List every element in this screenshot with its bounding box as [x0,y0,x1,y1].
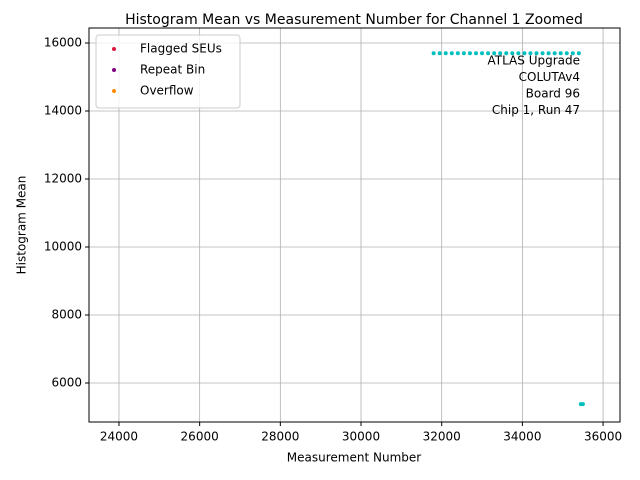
point [486,51,491,56]
point [504,51,509,56]
y-tick-label: 8000 [51,307,82,321]
x-tick-label: 24000 [100,430,138,444]
point [443,51,448,56]
y-tick-label: 16000 [44,35,82,49]
point [580,402,585,407]
y-tick-label: 12000 [44,171,82,185]
point [516,51,521,56]
legend-label: Flagged SEUs [140,42,222,56]
y-tick-label: 10000 [44,239,82,253]
x-tick-label: 30000 [342,430,380,444]
plot-frame [88,27,621,423]
point [431,51,436,56]
annotation: ATLAS Upgrade [487,54,580,68]
x-tick-label: 34000 [503,430,541,444]
point [564,51,569,56]
point [546,51,551,56]
chart-title: Histogram Mean vs Measurement Number for… [125,12,583,28]
point [576,51,581,56]
annotation: Chip 1, Run 47 [492,103,580,117]
point [449,51,454,56]
point [552,51,557,56]
point [467,51,472,56]
point [540,51,545,56]
y-tick-label: 6000 [51,376,82,390]
point [528,51,533,56]
point [492,51,497,56]
x-tick-label: 36000 [584,430,622,444]
y-tick-label: 14000 [44,103,82,117]
point [534,51,539,56]
point [510,51,515,56]
point [570,51,575,56]
x-tick-label: 26000 [181,430,219,444]
x-tick-label: 28000 [261,430,299,444]
x-axis-label: Measurement Number [287,451,421,465]
point [461,51,466,56]
point [558,51,563,56]
point [473,51,478,56]
annotation: Board 96 [526,87,580,101]
point [437,51,442,56]
annotation: COLUTAv4 [519,70,580,84]
legend-label: Repeat Bin [140,63,205,77]
point [498,51,503,56]
y-axis-label: Histogram Mean [15,176,29,275]
point [522,51,527,56]
x-tick-label: 32000 [423,430,461,444]
point [455,51,460,56]
point [480,51,485,56]
legend-marker [112,89,116,93]
legend-marker [112,68,116,72]
legend-label: Overflow [140,84,194,98]
legend-marker [112,47,116,51]
legend-box [95,34,241,109]
